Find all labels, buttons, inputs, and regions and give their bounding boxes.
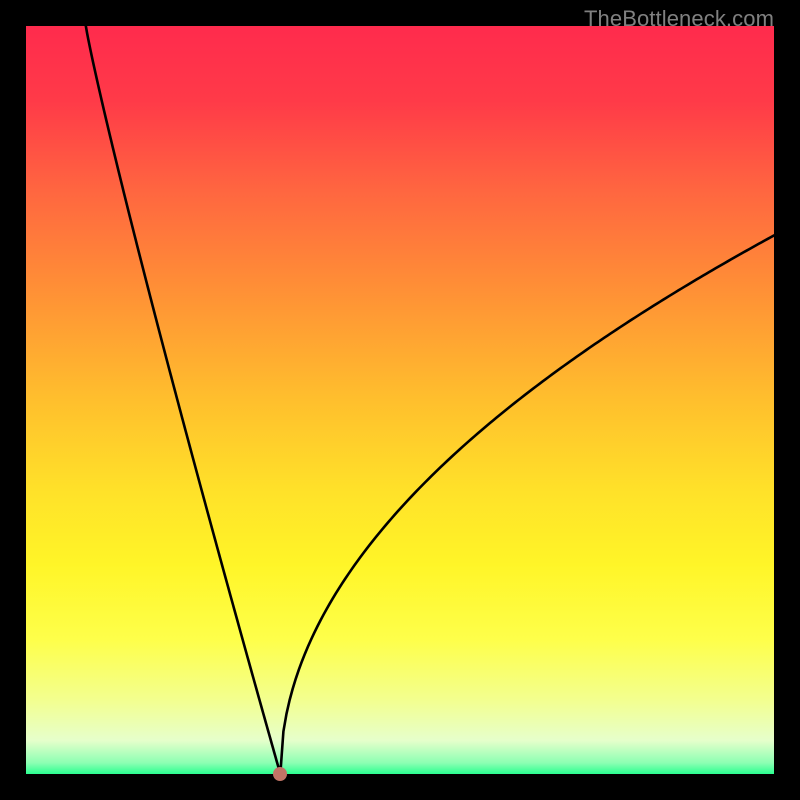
watermark-text: TheBottleneck.com [584, 6, 774, 32]
chart-frame: TheBottleneck.com [0, 0, 800, 800]
optimal-point-marker [273, 767, 287, 781]
plot-area [26, 26, 774, 774]
